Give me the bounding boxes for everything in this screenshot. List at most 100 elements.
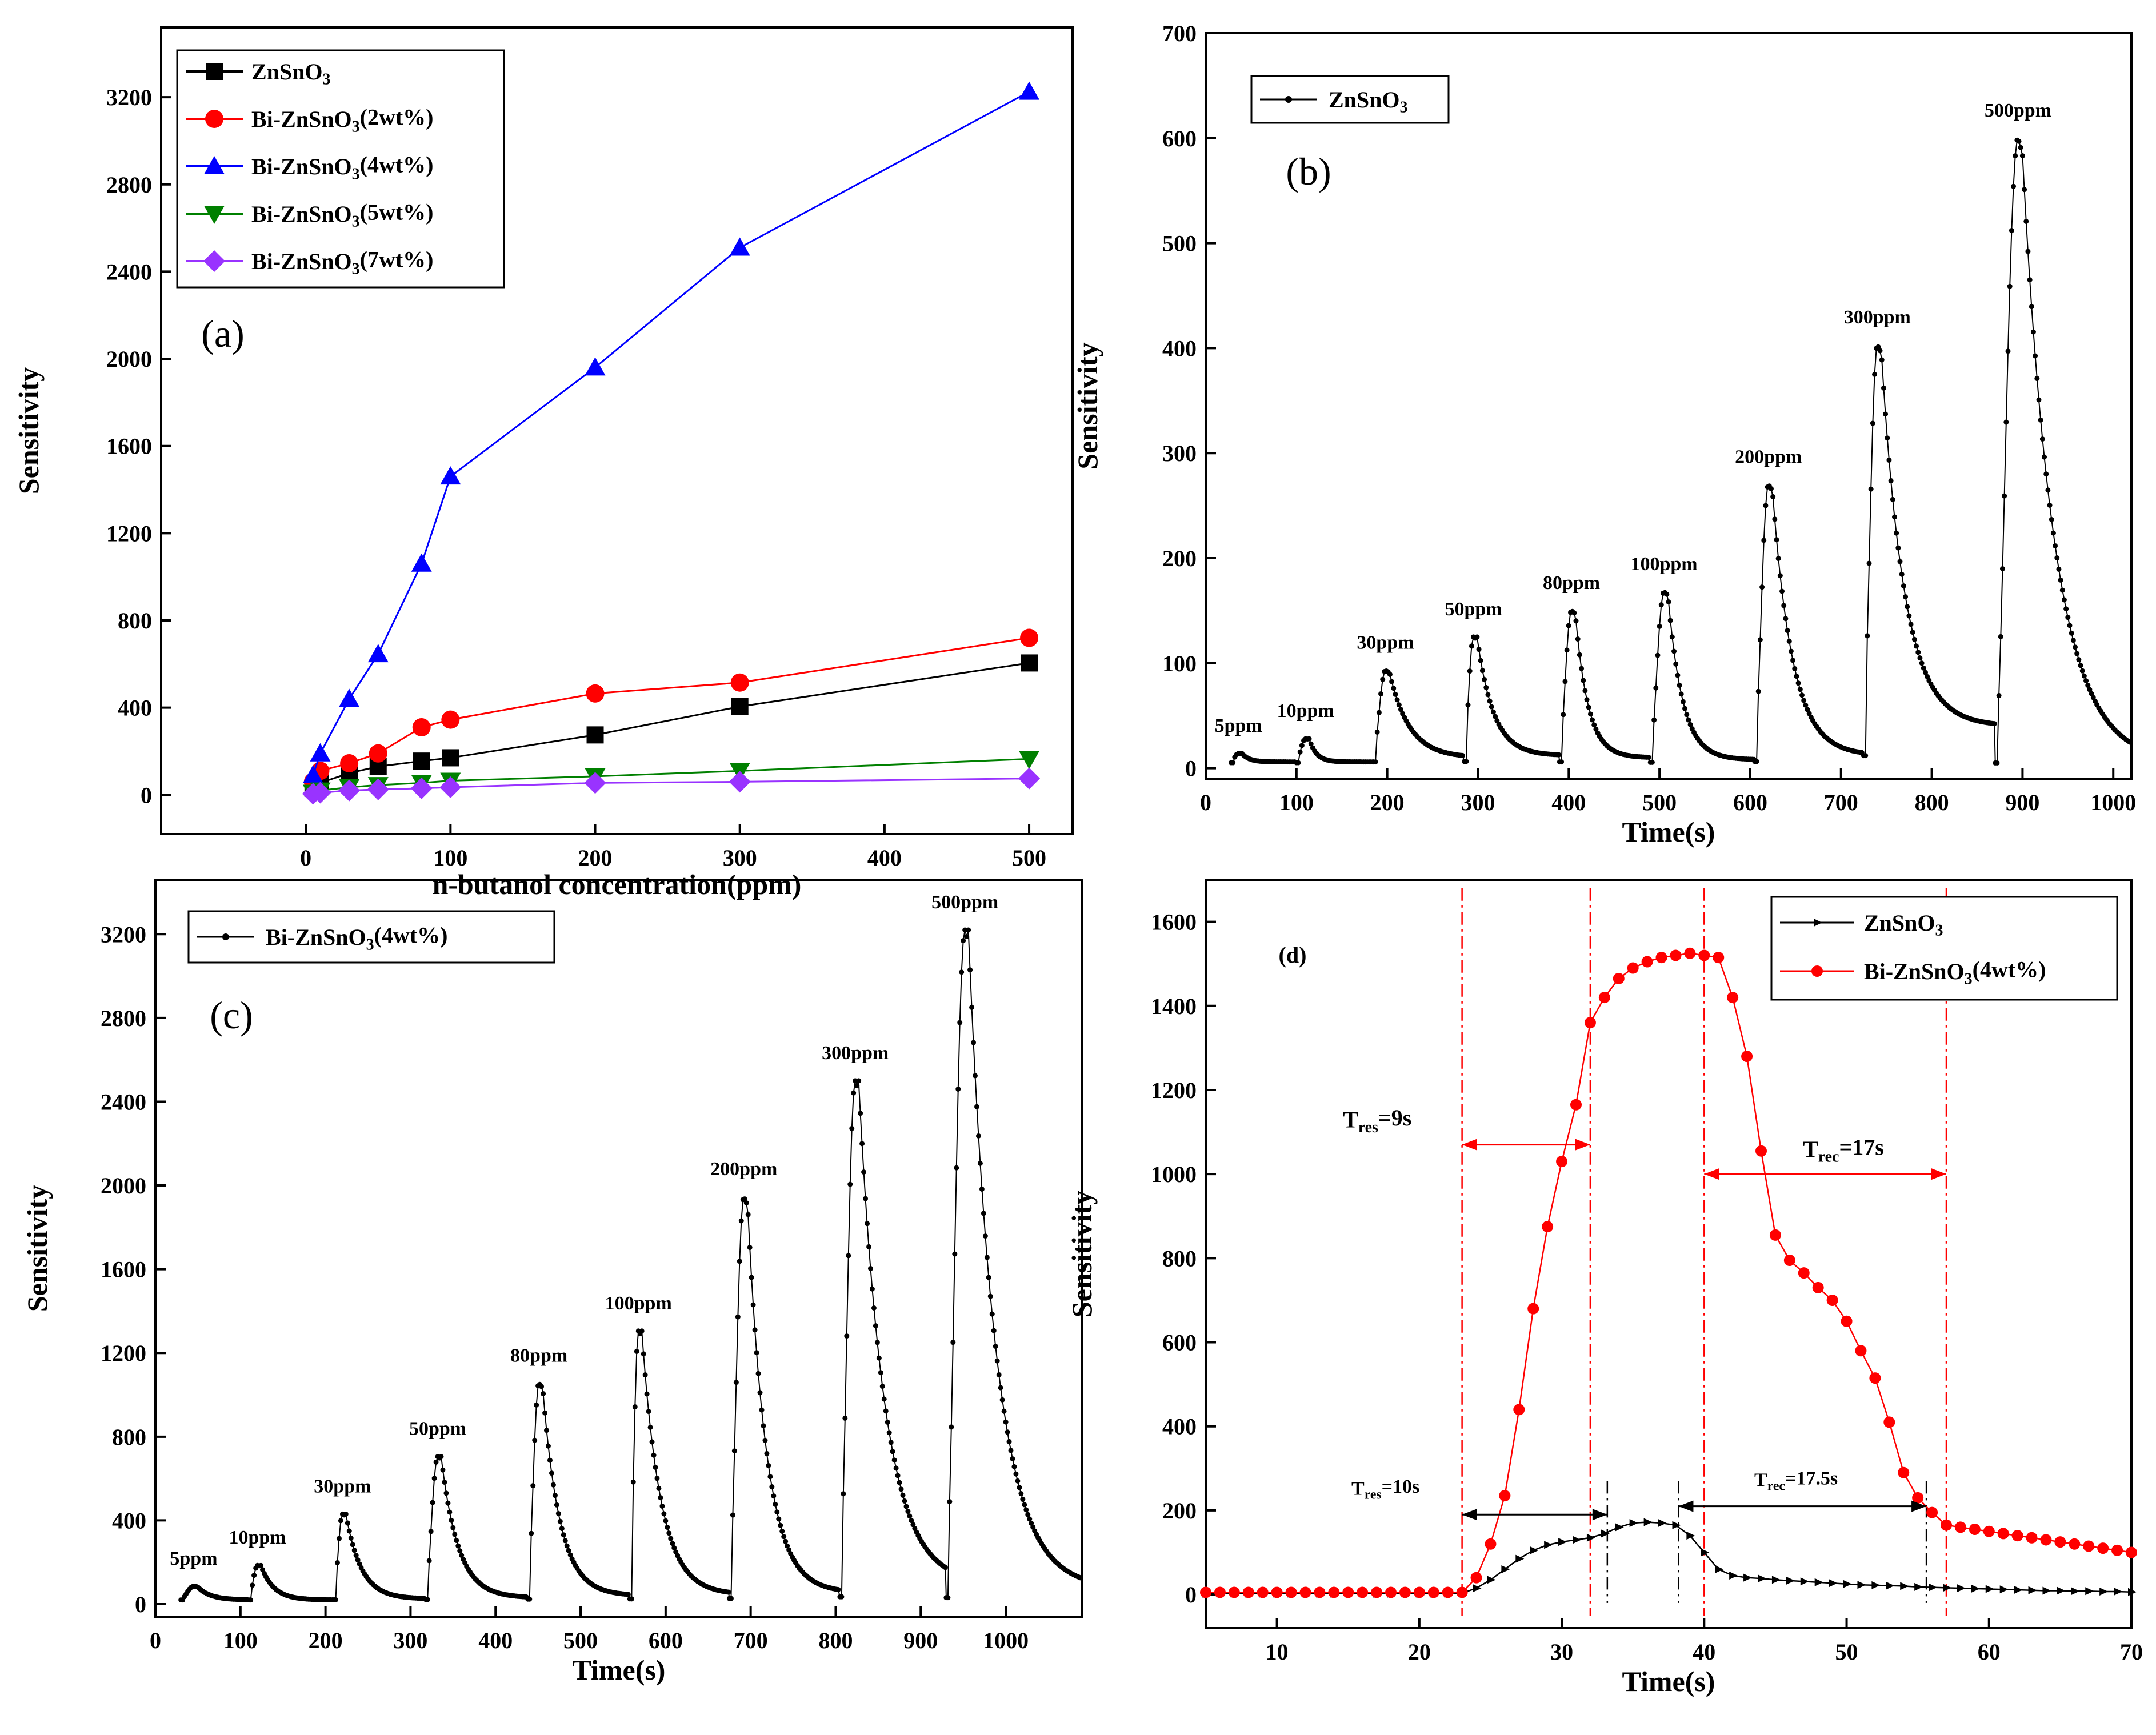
data-point xyxy=(1021,654,1038,672)
data-point xyxy=(1680,699,1686,704)
data-point xyxy=(1943,1584,1951,1592)
data-point xyxy=(1584,1017,1596,1029)
data-point xyxy=(1582,688,1588,694)
data-point xyxy=(1715,1565,1724,1573)
data-point xyxy=(1686,1532,1695,1540)
data-point xyxy=(440,1467,446,1473)
legend-marker xyxy=(204,206,225,224)
data-point xyxy=(947,1499,953,1505)
data-point xyxy=(2063,606,2069,612)
data-point xyxy=(1011,1464,1017,1469)
data-point xyxy=(562,1538,568,1544)
data-point xyxy=(1490,709,1496,715)
annotation-bi-response: Tres=9s xyxy=(1343,1105,1590,1151)
data-point xyxy=(955,1086,961,1092)
data-point xyxy=(2067,623,2073,628)
data-point xyxy=(438,1454,444,1460)
data-point xyxy=(1615,1523,1624,1532)
data-point xyxy=(750,1302,756,1308)
data-point xyxy=(969,1004,975,1010)
data-point xyxy=(2005,348,2011,354)
data-point xyxy=(2114,1587,2123,1596)
data-point xyxy=(1015,1478,1021,1484)
data-point xyxy=(977,1160,983,1166)
y-tick-label: 2400 xyxy=(106,259,152,285)
data-point xyxy=(902,1498,907,1504)
legend: Bi-ZnSnO3(4wt%) xyxy=(187,910,555,964)
data-point xyxy=(1991,721,1997,727)
data-point xyxy=(1687,722,1693,727)
data-point xyxy=(1242,1586,1254,1598)
data-point xyxy=(2069,630,2074,636)
data-point xyxy=(644,1391,650,1397)
data-point xyxy=(1485,1538,1497,1550)
data-point xyxy=(1997,1528,2009,1540)
peak-label: 300ppm xyxy=(822,1043,889,1064)
data-point xyxy=(907,1513,913,1519)
data-point xyxy=(2057,1586,2066,1595)
arrow-head-right xyxy=(1592,1509,1607,1521)
legend-marker xyxy=(206,63,223,80)
data-point xyxy=(1257,1586,1269,1598)
data-point xyxy=(1023,1507,1029,1513)
annotation-label: Trec=17.5s xyxy=(1754,1468,1838,1494)
data-point xyxy=(1544,1541,1553,1549)
data-point xyxy=(2003,419,2009,425)
data-point xyxy=(670,1541,675,1546)
data-point xyxy=(1649,759,1655,765)
data-point xyxy=(2085,1587,2094,1596)
x-tick-label: 1000 xyxy=(983,1628,1029,1653)
series-ZnSnO3 xyxy=(1228,137,2133,766)
data-point xyxy=(1919,660,1925,666)
data-point xyxy=(1779,588,1785,594)
x-tick-label: 700 xyxy=(1824,790,1858,815)
data-point xyxy=(663,1518,669,1524)
data-point xyxy=(1917,655,1923,661)
data-point xyxy=(1998,634,2003,639)
data-point xyxy=(873,1323,878,1329)
data-point xyxy=(1473,1584,1482,1593)
data-point xyxy=(1561,712,1566,718)
data-point xyxy=(1910,630,1915,635)
data-point xyxy=(999,1397,1005,1403)
data-point xyxy=(2076,657,2082,663)
data-point xyxy=(898,1486,904,1492)
data-point xyxy=(2089,691,2094,696)
data-point xyxy=(1396,702,1402,708)
data-point xyxy=(1999,566,2005,571)
x-tick-label: 60 xyxy=(1978,1639,2001,1665)
data-point xyxy=(2049,516,2054,522)
data-point xyxy=(1489,704,1494,710)
data-point xyxy=(909,1518,914,1524)
data-point xyxy=(1006,1439,1012,1444)
data-point xyxy=(1476,647,1482,652)
data-point xyxy=(1857,1581,1866,1589)
data-point xyxy=(2023,218,2029,224)
data-point xyxy=(2043,471,2049,477)
data-point xyxy=(2070,638,2076,643)
data-point xyxy=(1556,1156,1568,1168)
data-point xyxy=(1013,1471,1019,1477)
data-point xyxy=(1883,1416,1895,1428)
y-tick-label: 400 xyxy=(112,1508,146,1533)
data-point xyxy=(785,1543,790,1549)
data-point xyxy=(250,1582,255,1588)
data-point xyxy=(771,1493,777,1499)
y-tick-label: 2800 xyxy=(101,1005,146,1031)
data-point xyxy=(534,1402,539,1408)
y-tick-label: 2000 xyxy=(101,1173,146,1199)
data-point xyxy=(1786,1576,1795,1585)
data-point xyxy=(1664,591,1670,597)
peak-label: 5ppm xyxy=(1215,715,1262,736)
data-point xyxy=(754,1350,759,1356)
x-tick-label: 200 xyxy=(578,845,613,871)
data-point xyxy=(783,1538,789,1544)
data-point xyxy=(2127,739,2133,745)
data-point xyxy=(1866,560,1872,566)
data-point xyxy=(1894,530,1899,536)
data-point xyxy=(849,1125,855,1131)
peak-label: 10ppm xyxy=(1277,700,1334,722)
data-point xyxy=(445,1500,451,1506)
data-point xyxy=(2061,597,2067,603)
